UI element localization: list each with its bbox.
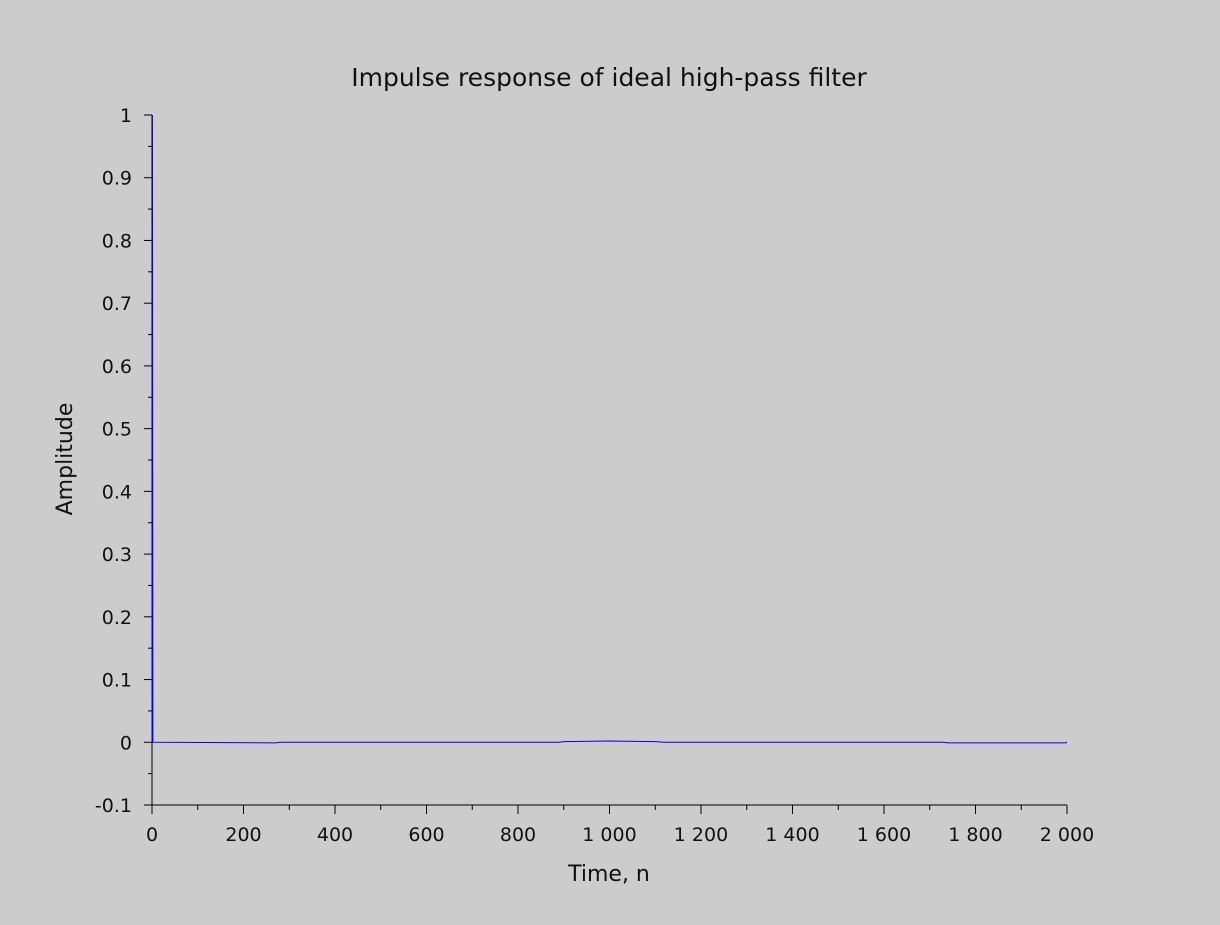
y-tick-label: 0.6 <box>102 356 132 378</box>
chart-title: Impulse response of ideal high-pass filt… <box>351 63 867 92</box>
x-tick-label: 1 200 <box>674 824 728 846</box>
y-tick-label: 0.2 <box>102 607 132 629</box>
x-axis-title: Time, n <box>567 862 650 887</box>
y-axis-title: Amplitude <box>53 403 78 516</box>
x-tick-label: 1 000 <box>582 824 636 846</box>
x-tick-label: 1 800 <box>948 824 1002 846</box>
y-tick-label: 0.8 <box>102 230 132 252</box>
x-tick-label: 0 <box>146 824 158 846</box>
axes: 0 200 400 600 800 1 000 1 200 1 400 1 600 1 800 2 … <box>95 105 1094 846</box>
y-tick-label: 0.9 <box>102 168 132 190</box>
y-tick-label: 0.7 <box>102 293 132 315</box>
x-tick-label: 1 400 <box>765 824 819 846</box>
y-tick-label: 0.1 <box>102 670 132 692</box>
series-layer <box>151 114 1067 744</box>
x-tick-label: 1 600 <box>857 824 911 846</box>
x-tick-label: 2 000 <box>1040 824 1094 846</box>
x-tick-label: 200 <box>225 824 261 846</box>
y-tick-label: 0.4 <box>102 481 132 503</box>
x-tick-label: 400 <box>317 824 353 846</box>
y-tick-label: -0.1 <box>95 795 132 817</box>
series-line-0 <box>151 114 1067 744</box>
x-tick-label: 600 <box>408 824 444 846</box>
x-tick-label: 800 <box>500 824 536 846</box>
y-tick-label: 0 <box>120 732 132 754</box>
y-tick-label: 0.3 <box>102 544 132 566</box>
y-tick-label: 0.5 <box>102 419 132 441</box>
y-tick-label: 1 <box>120 105 132 127</box>
